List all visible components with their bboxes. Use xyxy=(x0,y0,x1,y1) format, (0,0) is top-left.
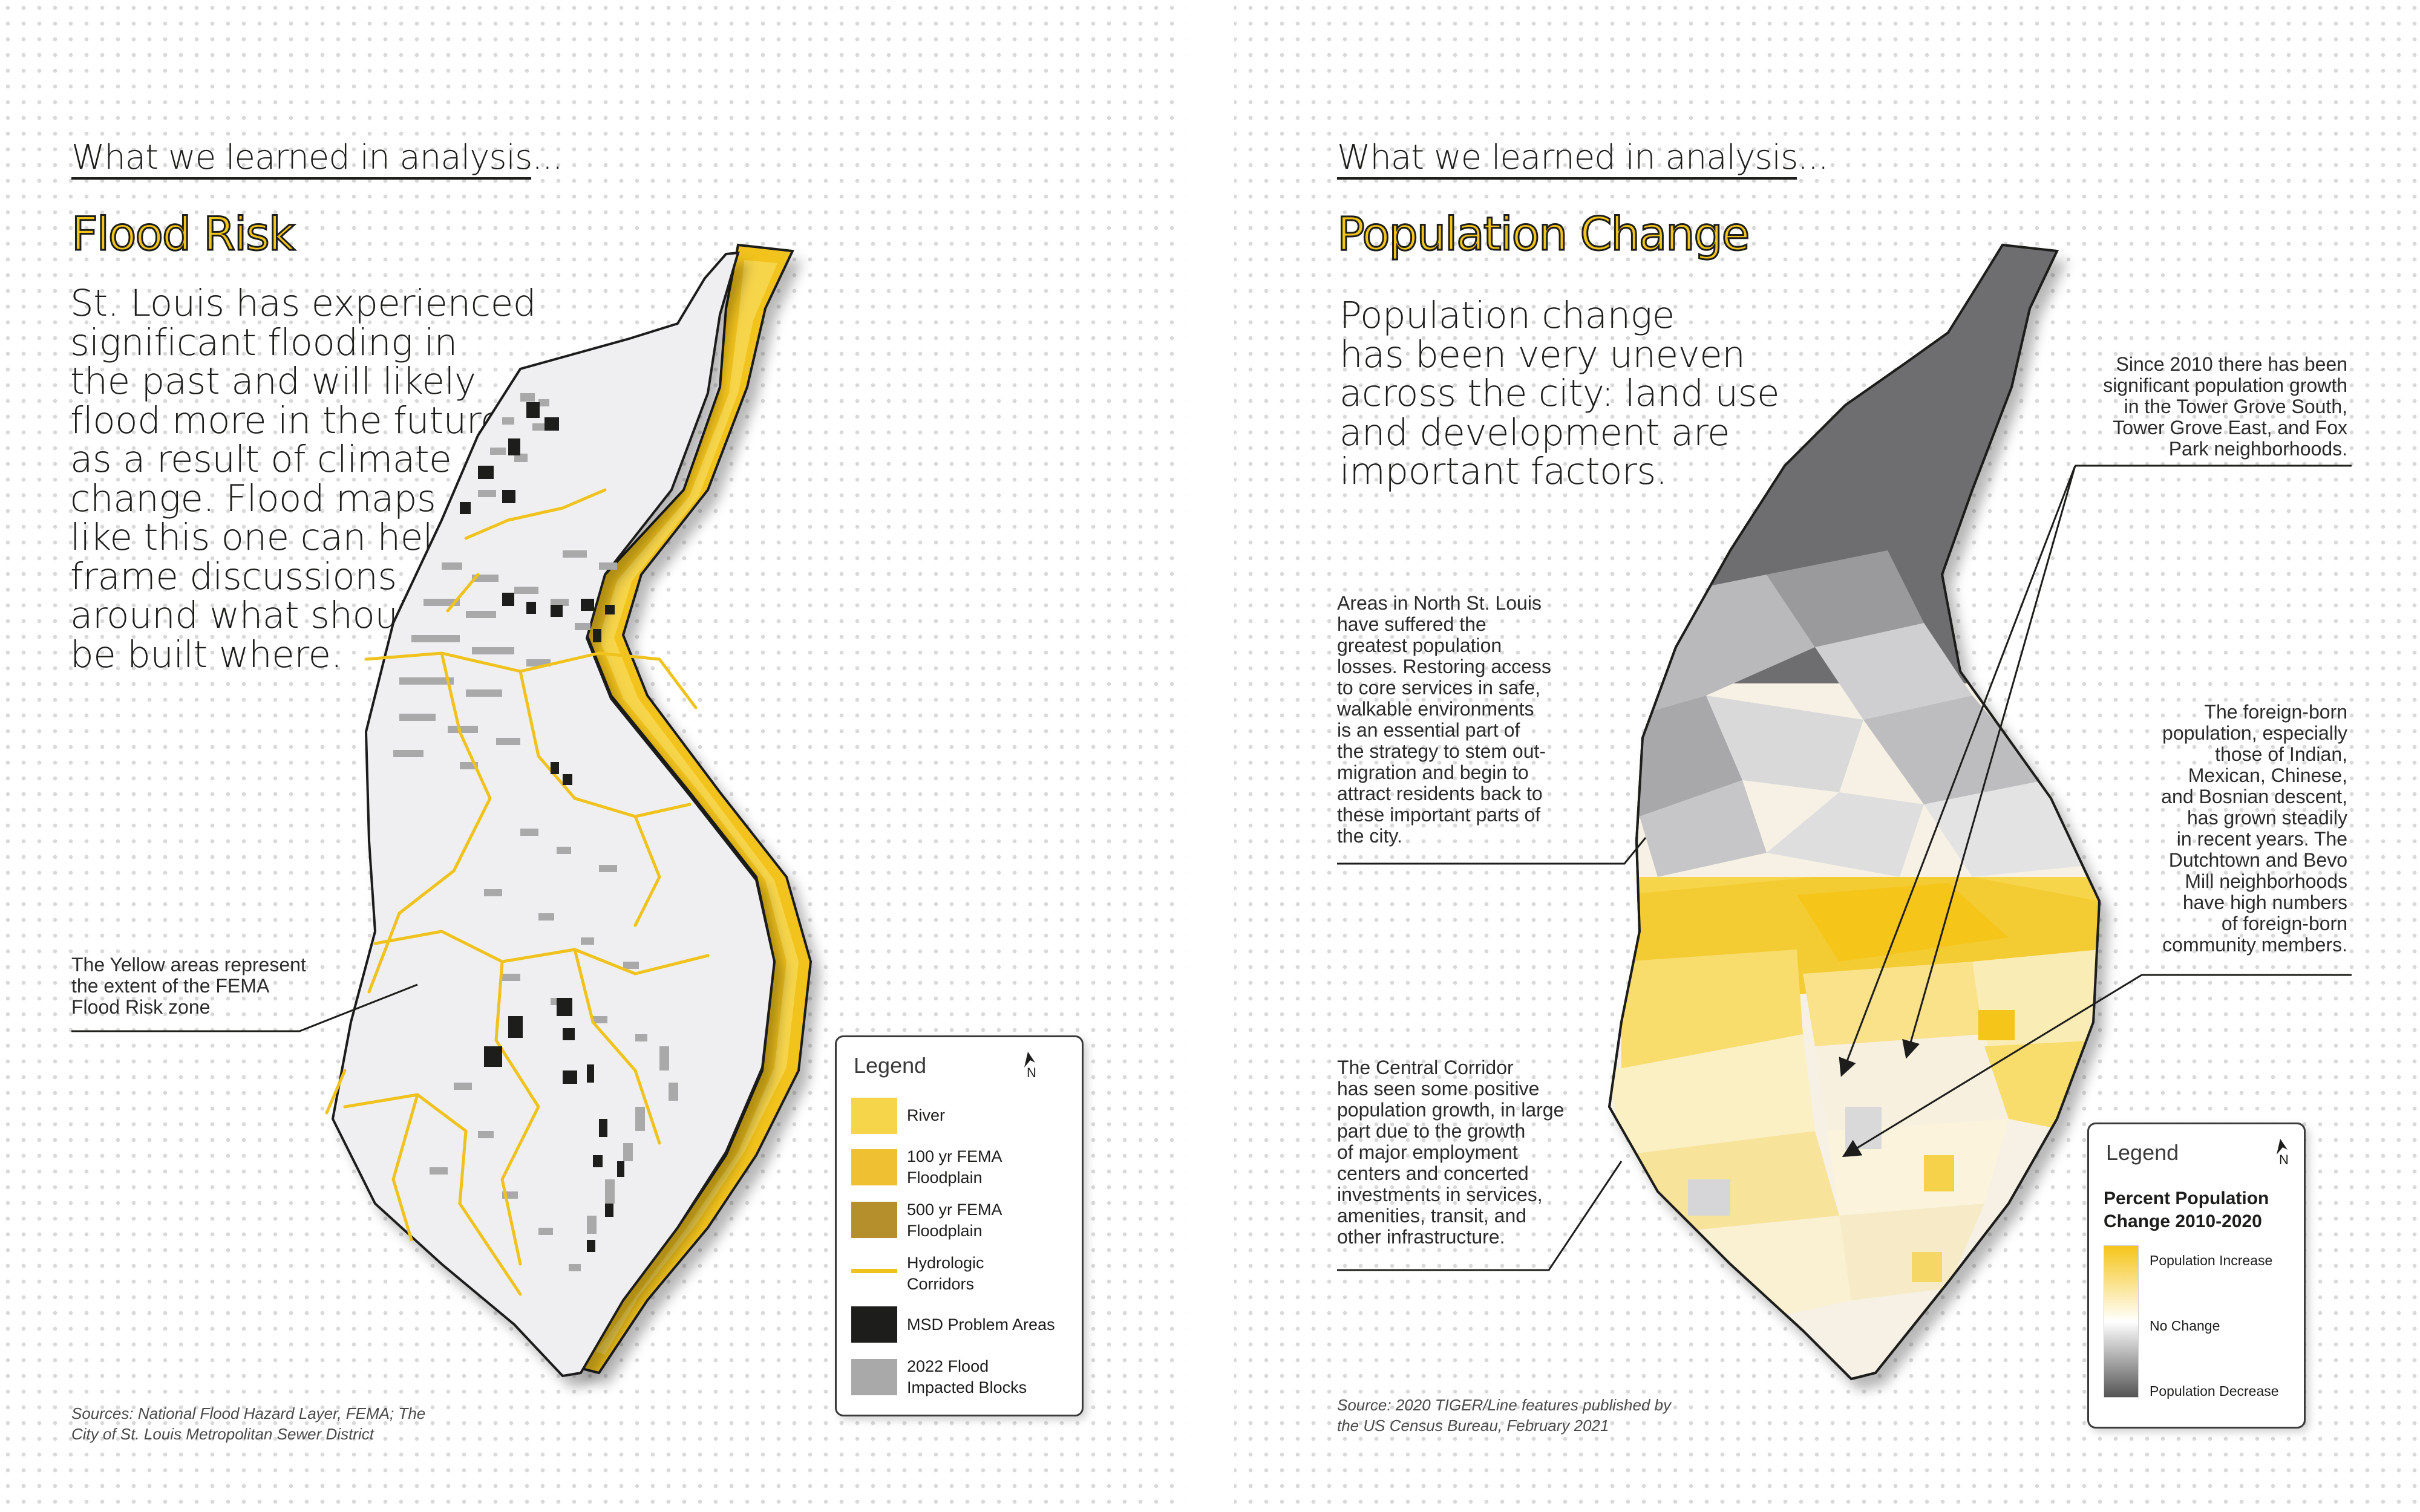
population-change-map xyxy=(1607,243,2101,1381)
flood-risk-map xyxy=(325,243,813,1378)
page-title: Population Change xyxy=(1336,206,1750,262)
north-arrow-icon: N xyxy=(2272,1138,2292,1168)
page-title: Flood Risk xyxy=(71,206,296,262)
legend-label: Hydrologic Corridors xyxy=(907,1254,984,1293)
legend-title: Legend xyxy=(854,1053,927,1078)
central-corridor-annotation: The Central Corridor has seen some positi… xyxy=(1337,1057,1565,1248)
msd-problem-areas xyxy=(460,402,624,1252)
population-legend: Legend N Percent Population Change 2010-… xyxy=(2087,1123,2306,1429)
scale-label-no-change: No Change xyxy=(2150,1318,2220,1334)
lead-paragraph: Population change has been very uneven a… xyxy=(1339,294,1780,493)
msd-problem-swatch xyxy=(851,1306,897,1343)
lead-line: frame discussions xyxy=(70,555,397,598)
floodplain-100-swatch xyxy=(851,1149,897,1185)
river-swatch xyxy=(851,1098,897,1134)
floodplain-500-swatch xyxy=(851,1202,897,1238)
sources-note: Sources: National Flood Hazard Layer, FE… xyxy=(71,1404,426,1443)
lead-line: change. Flood maps xyxy=(70,477,436,520)
city-outline xyxy=(1607,243,2101,1381)
flood-zone-annotation: The Yellow areas represent the extent of… xyxy=(71,954,306,1018)
annotation-leaders xyxy=(1337,464,2352,1271)
lead-paragraph: St. Louis has experienced significant fl… xyxy=(70,284,536,674)
legend-title: Legend xyxy=(2106,1140,2179,1165)
north-arrow-icon: N xyxy=(1019,1051,1040,1081)
tower-grove-annotation: Since 2010 there has been significant pop… xyxy=(2103,353,2347,460)
scale-label-increase: Population Increase xyxy=(2150,1253,2273,1268)
legend-subtitle: Percent Population Change 2010-2020 xyxy=(2104,1188,2269,1231)
eyebrow-heading: What we learned in analysis... xyxy=(1337,138,1829,177)
flood-risk-page: What we learned in analysis... Flood Ris… xyxy=(70,138,1084,1443)
legend-label: River xyxy=(907,1106,946,1124)
population-change-page: What we learned in analysis... Populatio… xyxy=(1210,0,2420,1512)
flood-legend: Legend N River 100 yr FEMA Floodplain 500… xyxy=(835,1035,1084,1416)
flood-impacted-swatch xyxy=(851,1359,897,1395)
hydrologic-corridor-swatch xyxy=(851,1269,897,1273)
eyebrow-heading: What we learned in analysis... xyxy=(71,138,563,177)
north-st-louis-annotation: Areas in North St. Louis have suffered th… xyxy=(1337,592,1551,847)
lead-line: like this one can help xyxy=(70,516,456,559)
legend-label: 500 yr FEMA Floodplain xyxy=(907,1201,1002,1240)
lead-line: around what should xyxy=(70,594,431,637)
flood-annotation-leader xyxy=(71,983,418,1032)
lead-line: be built where. xyxy=(70,633,342,676)
legend-label: 2022 Flood Impacted Blocks xyxy=(907,1357,1027,1396)
lead-line: significant flooding in xyxy=(70,321,457,364)
scale-label-decrease: Population Decrease xyxy=(2150,1383,2279,1399)
eyebrow-underline xyxy=(71,177,531,180)
lead-line: the past and will likely xyxy=(70,360,476,403)
sources-note: Source: 2020 TIGER/Line features publish… xyxy=(1337,1396,1672,1435)
hydrologic-corridors xyxy=(325,488,710,1296)
legend-label: MSD Problem Areas xyxy=(907,1315,1055,1334)
lead-line: as a result of climate xyxy=(70,438,452,481)
river-band-inner xyxy=(596,260,799,1355)
annotation-line: the extent of the FEMA xyxy=(71,975,270,997)
population-change-color-scale xyxy=(2104,1245,2139,1398)
annotation-line: The Yellow areas represent xyxy=(71,954,306,976)
lead-line: flood more in the future xyxy=(70,399,503,442)
eyebrow-underline xyxy=(1337,177,1797,180)
legend-label: 100 yr FEMA Floodplain xyxy=(907,1147,1002,1187)
page-gutter xyxy=(1186,0,1234,1512)
lead-line: St. Louis has experienced xyxy=(70,282,536,325)
foreign-born-annotation: The foreign-born population, especially t… xyxy=(2161,701,2347,956)
annotation-line: Flood Risk zone xyxy=(71,996,211,1018)
city-boundary xyxy=(331,251,776,1378)
